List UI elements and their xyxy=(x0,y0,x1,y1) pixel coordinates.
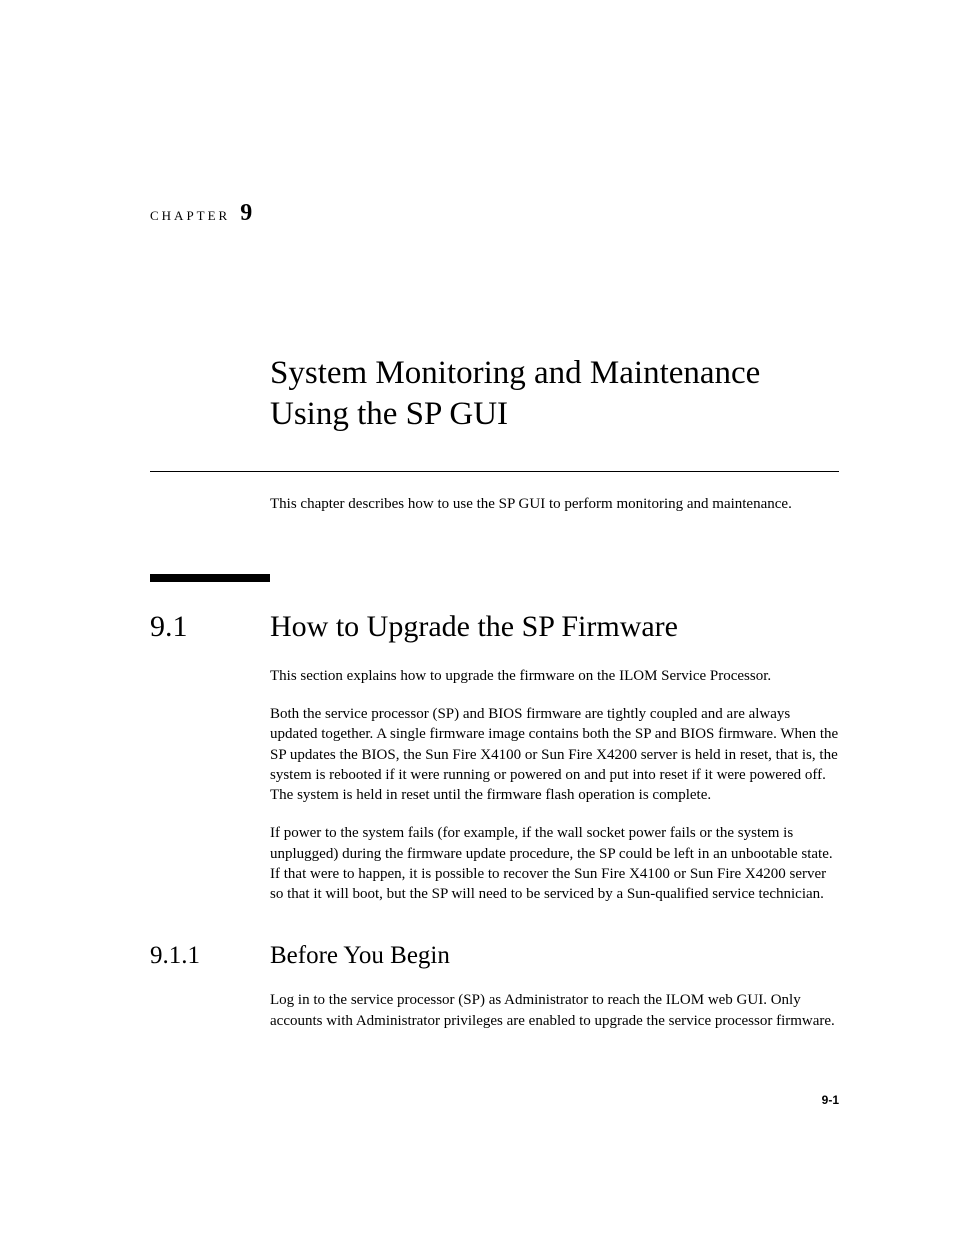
page-number: 9-1 xyxy=(822,1093,839,1107)
chapter-label: CHAPTER xyxy=(150,208,230,224)
subsection-heading: 9.1.1 Before You Begin xyxy=(150,942,839,970)
chapter-intro-paragraph: This chapter describes how to use the SP… xyxy=(270,494,839,514)
section-title: How to Upgrade the SP Firmware xyxy=(270,610,678,644)
chapter-number: 9 xyxy=(240,200,252,227)
section-heading-rule xyxy=(150,574,270,582)
body-paragraph: Log in to the service processor (SP) as … xyxy=(270,990,839,1031)
section-heading: 9.1 How to Upgrade the SP Firmware xyxy=(150,610,839,644)
section-number: 9.1 xyxy=(150,610,270,644)
chapter-title-rule xyxy=(150,471,839,472)
body-paragraph: If power to the system fails (for exampl… xyxy=(270,823,839,904)
body-paragraph: Both the service processor (SP) and BIOS… xyxy=(270,704,839,805)
subsection-title: Before You Begin xyxy=(270,942,450,970)
body-paragraph: This section explains how to upgrade the… xyxy=(270,666,839,686)
chapter-marker: CHAPTER 9 xyxy=(150,200,839,227)
subsection-number: 9.1.1 xyxy=(150,942,270,970)
document-page: CHAPTER 9 System Monitoring and Maintena… xyxy=(0,0,954,1031)
chapter-title: System Monitoring and Maintenance Using … xyxy=(270,353,839,436)
